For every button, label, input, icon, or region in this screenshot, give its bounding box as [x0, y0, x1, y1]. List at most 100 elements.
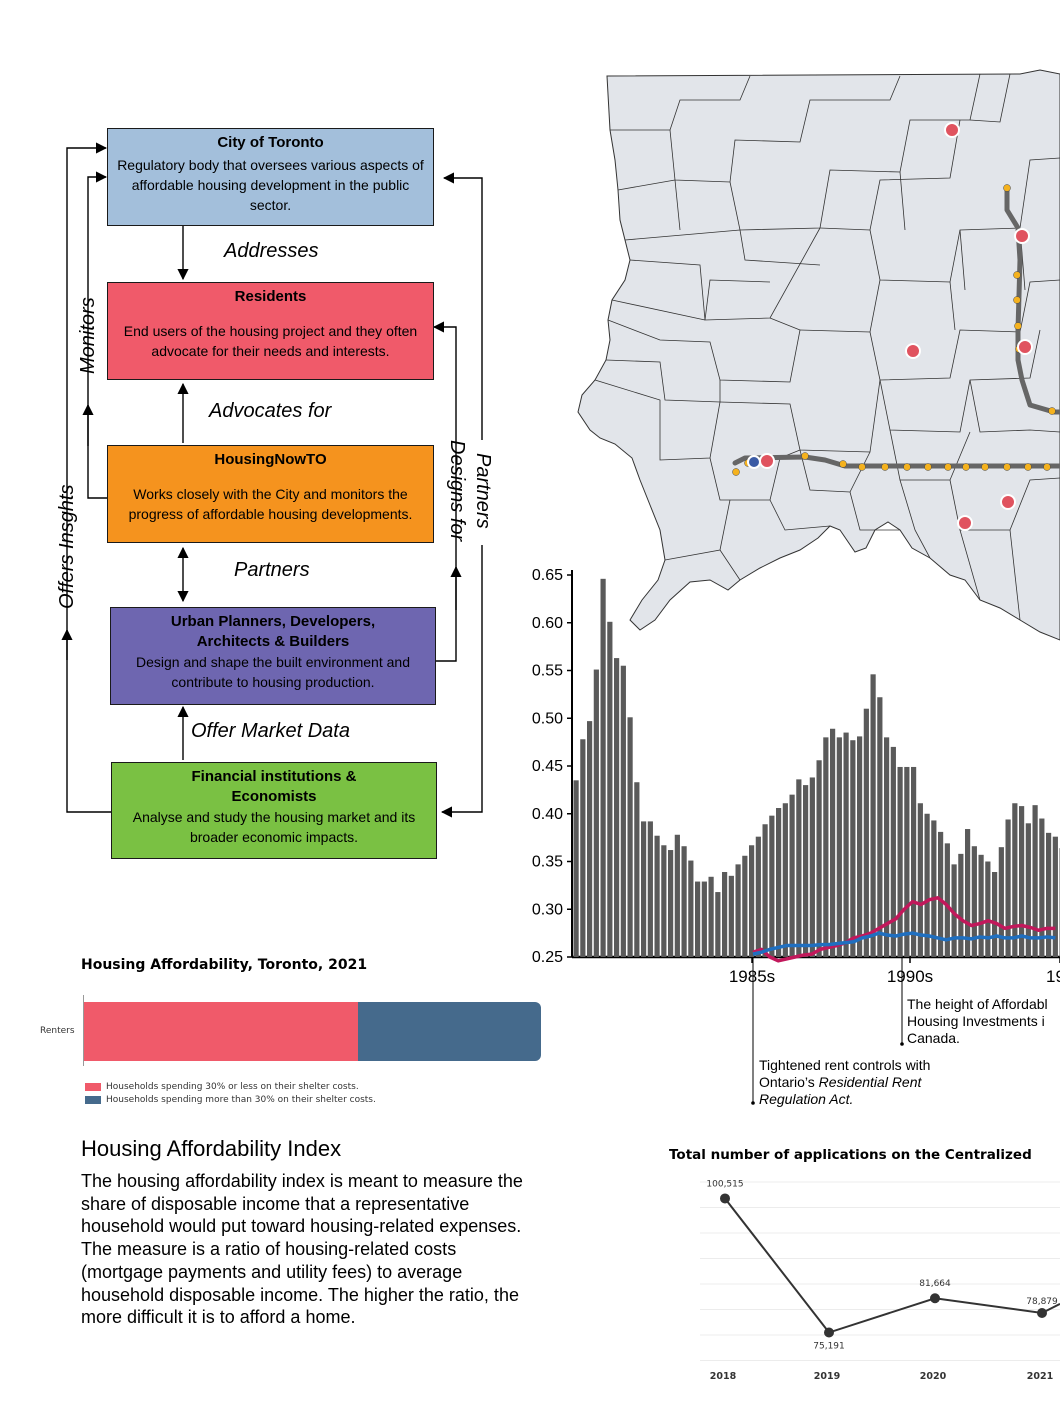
- bar: [884, 737, 890, 957]
- bar: [823, 737, 829, 957]
- diagram-arrows: [61, 142, 483, 818]
- bar: [701, 881, 707, 957]
- edge-label-addresses: Addresses: [224, 240, 319, 262]
- bar: [668, 850, 674, 957]
- node-housingnowto: HousingNowTO Works closely with the City…: [107, 445, 434, 543]
- bar: [634, 782, 640, 957]
- x-tick-label: 2018: [710, 1371, 737, 1382]
- series-line-blue: [752, 931, 1056, 956]
- node-desc: Design and shape the built environment a…: [136, 654, 410, 690]
- node-title: Residents: [234, 288, 307, 305]
- annotation-text: Ontario’s: [759, 1074, 819, 1090]
- bar: [992, 872, 998, 957]
- arrow-designs-for: [432, 321, 457, 662]
- toronto-map: [577, 69, 1060, 641]
- legend-item-30-or-less: Households spending 30% or less on their…: [85, 1082, 359, 1092]
- bar: [938, 831, 944, 957]
- bar: [857, 736, 863, 957]
- node-desc: Analyse and study the housing market and…: [132, 809, 416, 845]
- node-planners: Urban Planners, Developers, Architects &…: [110, 607, 436, 705]
- x-tick-label: 2020: [920, 1371, 947, 1382]
- bar: [674, 834, 680, 957]
- x-tick-label: 2021: [1027, 1371, 1053, 1382]
- bar: [877, 697, 883, 957]
- x-tick-label: 19: [1046, 967, 1060, 986]
- bar: [850, 740, 856, 957]
- annotation-act-name-2: Regulation Act.: [759, 1091, 854, 1107]
- map-boundaries: [594, 73, 1060, 621]
- bar: [769, 815, 775, 957]
- node-residents: Residents End users of the housing proje…: [107, 282, 434, 380]
- bar: [708, 876, 714, 957]
- y-tick-label: 0.25: [532, 949, 563, 966]
- bar: [1012, 803, 1018, 957]
- map-land: [577, 69, 1060, 641]
- bar: [627, 717, 633, 957]
- y-tick-label: 0.55: [532, 663, 563, 680]
- bar: [600, 578, 606, 957]
- bar: [863, 708, 869, 957]
- edge-label-partners: Partners: [234, 559, 310, 581]
- arrow-monitors: [87, 171, 108, 499]
- bar: [661, 845, 667, 957]
- edge-label-monitors: Monitors: [77, 297, 99, 374]
- bar-segment-more-than-30: [358, 1002, 541, 1061]
- annotation-line: The height of Affordabl: [907, 996, 1048, 1012]
- bar: [580, 739, 586, 957]
- bar: [897, 766, 903, 957]
- hai-body: The housing affordability index is meant…: [81, 1171, 523, 1328]
- bar: [843, 732, 849, 957]
- annotation-line: Housing Investments i: [907, 1013, 1045, 1029]
- bar: [654, 835, 660, 957]
- node-desc: End users of the housing project and the…: [123, 323, 418, 359]
- node-title: Financial institutions & Economists: [191, 768, 357, 805]
- hai-bar-chart: 0.65 0.60 0.55 0.50 0.45 0.40 0.35 0.30 0.25 1985…: [532, 567, 1060, 1105]
- bar-axis-line: [83, 995, 84, 1066]
- bar: [809, 777, 815, 957]
- bar: [1046, 832, 1052, 957]
- x-tick-label: 1985s: [729, 967, 775, 986]
- bar: [1005, 819, 1011, 957]
- map-marker-blue: [747, 455, 761, 469]
- bar: [1052, 836, 1058, 957]
- annotation-dot: [751, 1101, 755, 1105]
- node-city-of-toronto: City of Toronto Regulatory body that ove…: [107, 128, 434, 226]
- x-tick-label: 1990s: [887, 967, 933, 986]
- y-tick-label: 0.65: [532, 567, 563, 584]
- bar: [803, 785, 809, 957]
- map-markers: [759, 122, 1033, 531]
- node-title: Urban Planners, Developers, Architects &…: [170, 613, 376, 650]
- applications-line-chart: 100,515 2018 75,191 2019 81,664 2020 78,879 202…: [700, 1179, 1060, 1382]
- arrow-partners-right: [442, 172, 483, 440]
- bar: [735, 864, 741, 957]
- bar: [607, 621, 613, 957]
- bar: [965, 829, 971, 957]
- series-line-pink: [752, 896, 1056, 963]
- node-desc: Works closely with the City and monitors…: [128, 486, 413, 522]
- bar: [755, 836, 761, 957]
- arrow-offers-insights: [66, 142, 111, 813]
- y-tick-label: 0.40: [532, 806, 563, 823]
- bar: [870, 674, 876, 957]
- hai-title: Housing Affordability Index: [81, 1136, 342, 1161]
- bar: [998, 847, 1004, 957]
- bar: [1032, 805, 1038, 957]
- bar: [985, 861, 991, 957]
- node-desc: Regulatory body that oversees various as…: [117, 157, 424, 213]
- data-point: [930, 1293, 940, 1304]
- bar: [722, 872, 728, 957]
- bar: [573, 780, 579, 957]
- bar: [715, 892, 721, 957]
- bar: [620, 665, 626, 957]
- bar: [742, 855, 748, 957]
- applications-line: [724, 1197, 1060, 1334]
- edge-label-offer-market-data: Offer Market Data: [191, 720, 350, 742]
- data-label: 78,879: [1026, 1297, 1058, 1307]
- bar: [1019, 806, 1025, 957]
- bar: [917, 803, 923, 957]
- bar: [890, 746, 896, 957]
- node-title: HousingNowTO: [214, 451, 327, 468]
- y-tick-label: 0.60: [532, 615, 563, 632]
- data-label: 100,515: [706, 1179, 743, 1189]
- annotation-affordable-housing: The height of Affordabl Housing Investme…: [907, 996, 1060, 1047]
